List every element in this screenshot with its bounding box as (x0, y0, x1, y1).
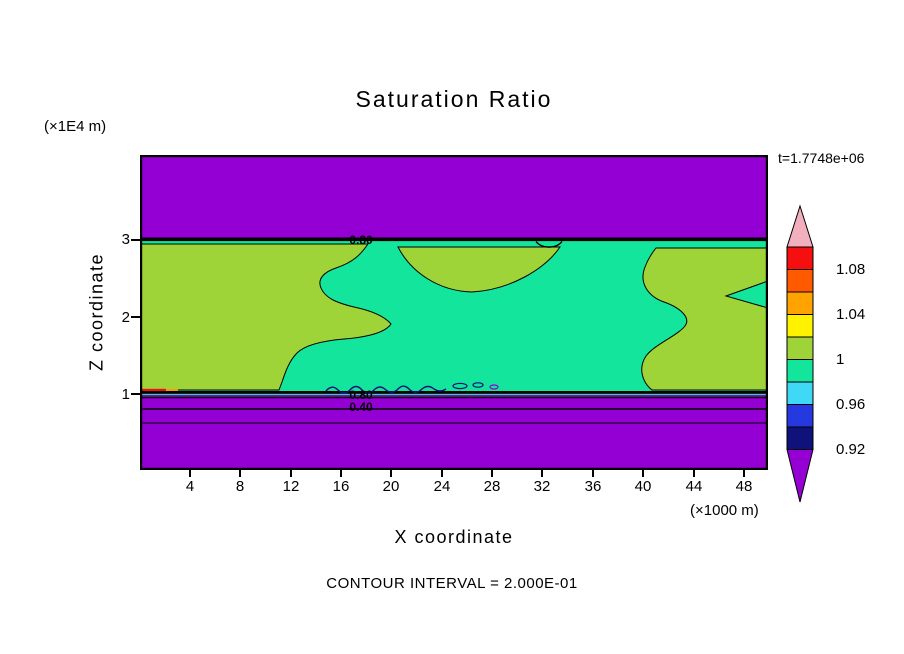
x-tick-label: 36 (584, 478, 602, 495)
y-tick-mark (131, 239, 140, 241)
x-tick-label: 20 (382, 478, 400, 495)
colorbar-segment (786, 314, 814, 338)
colorbar-segment (786, 336, 814, 360)
x-tick-mark (693, 470, 695, 477)
contour-label-top: 0.80 (349, 233, 373, 247)
teal-notch (724, 280, 768, 309)
x-tick-mark (239, 470, 241, 477)
y-axis-unit: (×1E4 m) (44, 118, 107, 135)
x-tick-mark (340, 470, 342, 477)
colorbar-segment (786, 404, 814, 428)
x-tick-label: 44 (685, 478, 703, 495)
colorbar (786, 204, 814, 503)
x-tick-mark (642, 470, 644, 477)
x-axis-label: X coordinate (394, 527, 514, 547)
y-tick-mark (131, 316, 140, 318)
contour-interval-note: CONTOUR INTERVAL = 2.000E-01 (326, 575, 578, 592)
orange-sliver (166, 389, 178, 392)
x-tick-label: 4 (185, 478, 195, 495)
y-tick-label: 3 (121, 231, 130, 248)
x-tick-mark (441, 470, 443, 477)
greenyellow-region-left (140, 243, 392, 391)
contour-loop-1 (452, 382, 468, 390)
greenyellow-region-center (397, 246, 561, 293)
plot-border (140, 155, 768, 470)
x-tick-mark (743, 470, 745, 477)
contour-line-bottom-thick (140, 391, 768, 394)
x-tick-mark (189, 470, 191, 477)
x-tick-mark (592, 470, 594, 477)
contour-squiggle (325, 385, 447, 394)
contour-loop-3 (489, 384, 499, 390)
y-tick-mark (131, 393, 140, 395)
y-axis-label: Z coordinate (86, 252, 107, 372)
colorbar-label: 0.92 (836, 441, 866, 458)
contour-line-top (140, 237, 768, 242)
colorbar-label: 1.04 (836, 306, 866, 323)
x-tick-label: 16 (332, 478, 350, 495)
contour-plot (140, 155, 768, 470)
x-tick-label: 28 (483, 478, 501, 495)
x-tick-mark (541, 470, 543, 477)
x-tick-label: 8 (235, 478, 245, 495)
colorbar-segment (786, 359, 814, 383)
colorbar-segment (786, 269, 814, 293)
colorbar-label: 1.08 (836, 261, 866, 278)
colorbar-segment (786, 291, 814, 315)
contour-line-top-dip (535, 241, 563, 248)
x-tick-mark (390, 470, 392, 477)
x-tick-label: 32 (533, 478, 551, 495)
x-tick-label: 40 (634, 478, 652, 495)
x-tick-label: 12 (282, 478, 300, 495)
time-annotation: t=1.7748e+06 (778, 150, 865, 166)
colorbar-segment (786, 246, 814, 270)
colorbar-segment (786, 381, 814, 405)
red-sliver (140, 388, 166, 392)
contour-label-bottom: 0.40 (349, 400, 373, 414)
greenyellow-region-right (641, 247, 768, 391)
x-tick-label: 48 (735, 478, 753, 495)
chart-title: Saturation Ratio (355, 86, 553, 112)
contour-label-mid: 0.80 (349, 388, 373, 402)
colorbar-label: 1 (836, 351, 845, 368)
y-tick-label: 1 (121, 386, 130, 403)
x-tick-label: 24 (433, 478, 451, 495)
colorbar-label: 0.96 (836, 396, 866, 413)
x-tick-mark (290, 470, 292, 477)
x-axis-unit: (×1000 m) (690, 502, 759, 519)
contour-loop-2 (472, 382, 484, 388)
y-tick-label: 2 (121, 309, 130, 326)
x-tick-mark (491, 470, 493, 477)
colorbar-arrow-bottom (786, 449, 814, 503)
colorbar-segment (786, 426, 814, 450)
colorbar-arrow-top (786, 204, 814, 248)
